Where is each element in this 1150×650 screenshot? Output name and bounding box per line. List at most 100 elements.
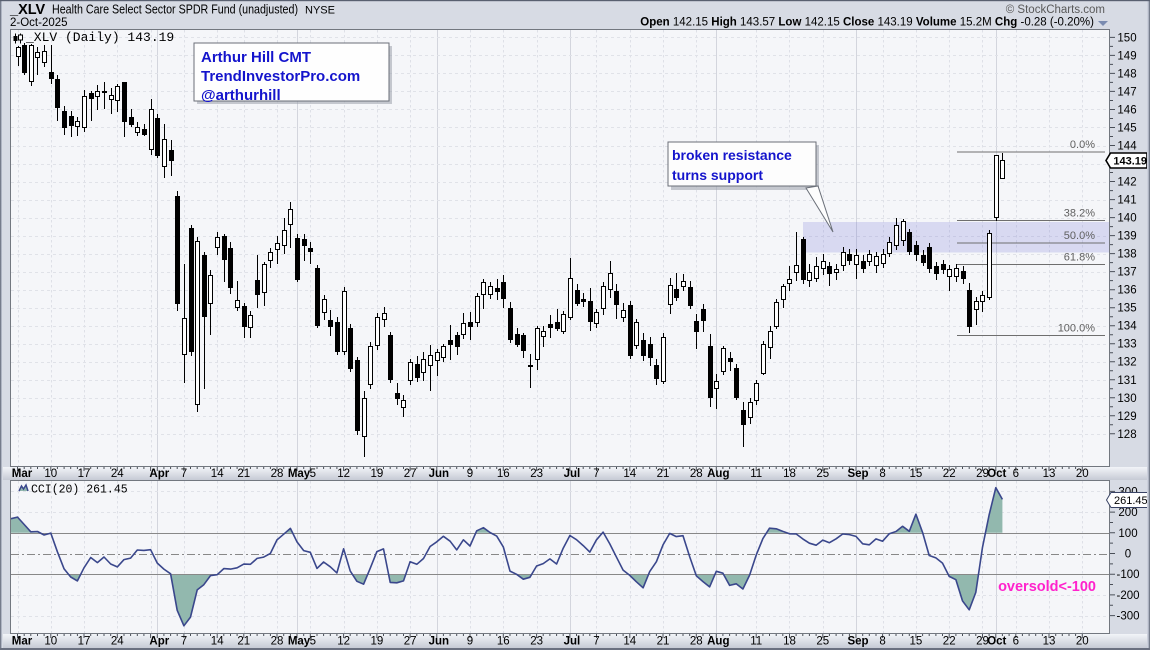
svg-text:146: 146 xyxy=(1117,105,1136,117)
svg-text:149: 149 xyxy=(1117,50,1136,62)
svg-text:NYSE: NYSE xyxy=(305,5,335,17)
svg-text:TrendInvestorPro.com: TrendInvestorPro.com xyxy=(201,68,360,85)
svg-text:oversold<-100: oversold<-100 xyxy=(998,579,1096,595)
svg-text:_XLV: _XLV xyxy=(9,2,46,18)
svg-text:© StockCharts.com: © StockCharts.com xyxy=(1006,4,1105,16)
svg-text:Jul: Jul xyxy=(564,468,581,480)
svg-text:27: 27 xyxy=(404,468,417,480)
svg-text:21: 21 xyxy=(657,468,670,480)
svg-text:8: 8 xyxy=(879,468,885,480)
svg-text:Oct: Oct xyxy=(987,468,1006,480)
svg-text:138: 138 xyxy=(1117,249,1136,261)
svg-text:147: 147 xyxy=(1117,86,1136,98)
svg-text:Mar: Mar xyxy=(12,636,33,648)
svg-text:8: 8 xyxy=(879,636,885,648)
svg-text:7: 7 xyxy=(181,468,187,480)
svg-text:25: 25 xyxy=(816,636,829,648)
svg-text:11: 11 xyxy=(750,636,762,648)
svg-text:61.8%: 61.8% xyxy=(1064,252,1095,264)
svg-text:38.2%: 38.2% xyxy=(1064,208,1095,220)
svg-text:0.0%: 0.0% xyxy=(1070,139,1095,151)
svg-text:28: 28 xyxy=(271,636,284,648)
svg-text:Oct: Oct xyxy=(987,636,1006,648)
svg-text:10: 10 xyxy=(44,468,57,480)
svg-text:143.19: 143.19 xyxy=(1113,156,1147,168)
svg-text:CCI(20) 261.45: CCI(20) 261.45 xyxy=(31,484,128,497)
svg-text:Arthur Hill CMT: Arthur Hill CMT xyxy=(201,49,311,66)
svg-text:6: 6 xyxy=(1013,468,1019,480)
svg-text:22: 22 xyxy=(943,468,956,480)
svg-text:Open 142.15 High 143.57 Low 14: Open 142.15 High 143.57 Low 142.15 Close… xyxy=(640,17,1094,29)
svg-text:128: 128 xyxy=(1117,429,1136,441)
svg-text:133: 133 xyxy=(1117,339,1136,351)
svg-text:-300: -300 xyxy=(1116,611,1139,623)
svg-text:261.45: 261.45 xyxy=(1114,495,1148,507)
svg-text:15: 15 xyxy=(910,468,923,480)
svg-text:14: 14 xyxy=(623,636,636,648)
svg-text:May: May xyxy=(288,468,311,480)
svg-text:Mar: Mar xyxy=(12,468,33,480)
svg-text:12: 12 xyxy=(337,636,350,648)
svg-text:15: 15 xyxy=(910,636,923,648)
svg-text:135: 135 xyxy=(1117,303,1136,315)
svg-text:19: 19 xyxy=(371,468,384,480)
svg-text:18: 18 xyxy=(783,636,796,648)
svg-text:19: 19 xyxy=(371,636,384,648)
svg-text:13: 13 xyxy=(1043,468,1056,480)
svg-text:28: 28 xyxy=(271,468,284,480)
svg-text:Jun: Jun xyxy=(429,468,449,480)
svg-text:20: 20 xyxy=(1076,468,1089,480)
svg-text:14: 14 xyxy=(211,468,224,480)
svg-text:7: 7 xyxy=(593,636,599,648)
svg-text:21: 21 xyxy=(237,468,250,480)
svg-text:137: 137 xyxy=(1117,267,1136,279)
svg-text:-100: -100 xyxy=(1116,569,1139,581)
svg-text:24: 24 xyxy=(111,468,124,480)
svg-text:Aug: Aug xyxy=(707,636,729,648)
svg-text:22: 22 xyxy=(943,636,956,648)
svg-text:23: 23 xyxy=(530,468,543,480)
svg-text:11: 11 xyxy=(750,468,762,480)
svg-text:turns support: turns support xyxy=(672,167,763,183)
svg-text:7: 7 xyxy=(593,468,599,480)
svg-text:144: 144 xyxy=(1117,141,1137,153)
svg-text:Jul: Jul xyxy=(564,636,581,648)
svg-text:9: 9 xyxy=(467,468,473,480)
svg-text:129: 129 xyxy=(1117,411,1136,423)
svg-text:28: 28 xyxy=(690,468,703,480)
svg-text:23: 23 xyxy=(530,636,543,648)
svg-text:27: 27 xyxy=(404,636,417,648)
svg-text:28: 28 xyxy=(690,636,703,648)
svg-text:136: 136 xyxy=(1117,285,1136,297)
svg-text:17: 17 xyxy=(78,468,91,480)
svg-text:100: 100 xyxy=(1118,528,1137,540)
svg-text:25: 25 xyxy=(816,468,829,480)
svg-text:0: 0 xyxy=(1125,549,1131,561)
svg-text:Sep: Sep xyxy=(847,636,868,648)
svg-text:16: 16 xyxy=(497,636,510,648)
svg-text:Apr: Apr xyxy=(149,636,169,648)
svg-text:134: 134 xyxy=(1117,321,1137,333)
svg-text:6: 6 xyxy=(1013,636,1019,648)
svg-text:18: 18 xyxy=(783,468,796,480)
svg-text:14: 14 xyxy=(211,636,224,648)
svg-text:5: 5 xyxy=(310,636,316,648)
svg-text:29: 29 xyxy=(976,468,989,480)
svg-text:Aug: Aug xyxy=(707,468,729,480)
svg-text:Sep: Sep xyxy=(847,468,868,480)
svg-text:Jun: Jun xyxy=(429,636,449,648)
svg-text:132: 132 xyxy=(1117,357,1136,369)
svg-text:141: 141 xyxy=(1117,195,1136,207)
svg-text:50.0%: 50.0% xyxy=(1064,230,1095,242)
svg-text:Apr: Apr xyxy=(149,468,169,480)
svg-text:148: 148 xyxy=(1117,68,1136,80)
svg-text:May: May xyxy=(288,636,311,648)
svg-text:_XLV (Daily) 143.19: _XLV (Daily) 143.19 xyxy=(25,30,174,45)
svg-text:21: 21 xyxy=(237,636,250,648)
svg-text:142: 142 xyxy=(1117,177,1136,189)
svg-text:16: 16 xyxy=(497,468,510,480)
svg-text:140: 140 xyxy=(1117,213,1136,225)
svg-text:-200: -200 xyxy=(1116,590,1139,602)
svg-text:17: 17 xyxy=(78,636,91,648)
svg-text:29: 29 xyxy=(976,636,989,648)
